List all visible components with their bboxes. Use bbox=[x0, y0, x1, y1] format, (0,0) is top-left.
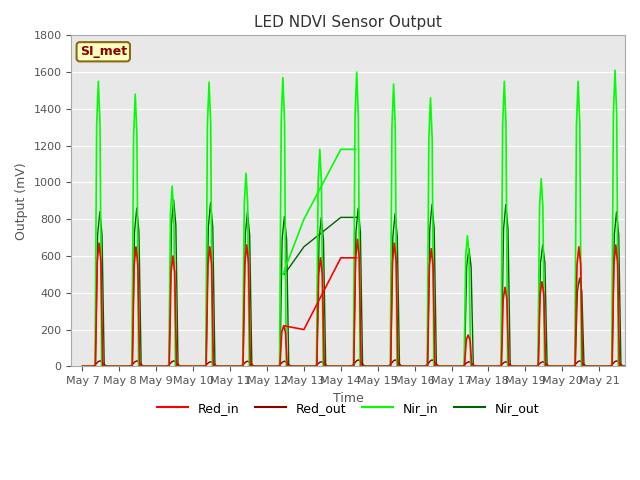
Text: SI_met: SI_met bbox=[80, 45, 127, 58]
X-axis label: Time: Time bbox=[333, 392, 364, 405]
Y-axis label: Output (mV): Output (mV) bbox=[15, 162, 28, 240]
Title: LED NDVI Sensor Output: LED NDVI Sensor Output bbox=[254, 15, 442, 30]
Legend: Red_in, Red_out, Nir_in, Nir_out: Red_in, Red_out, Nir_in, Nir_out bbox=[152, 396, 545, 420]
